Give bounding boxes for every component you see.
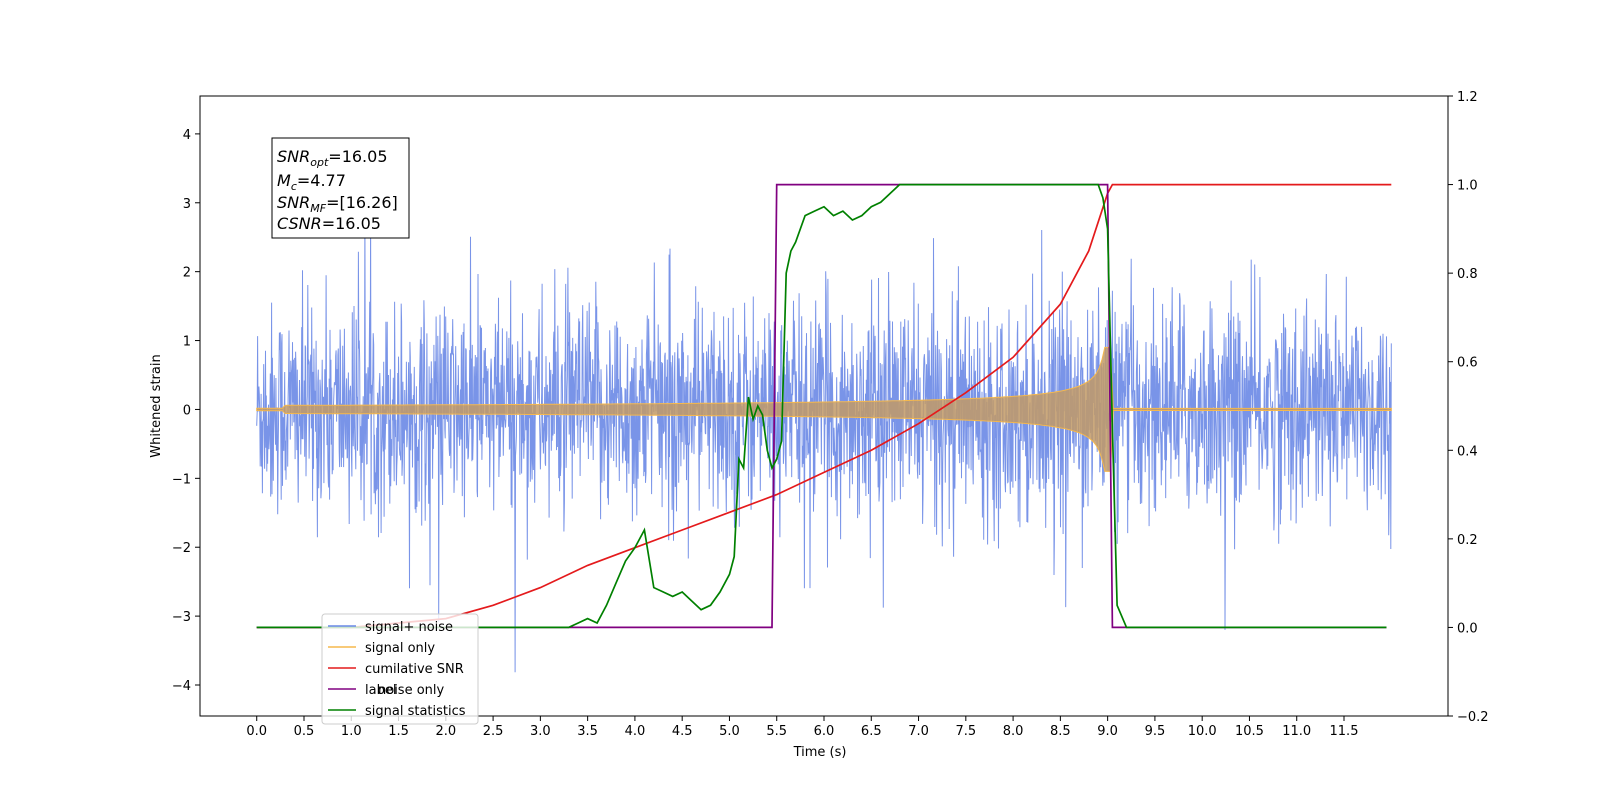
y2-tick-label: 0.2	[1457, 533, 1478, 548]
x-tick-label: 7.5	[955, 724, 976, 739]
legend-item: signal only	[328, 641, 435, 656]
x-tick-label: 8.0	[1003, 724, 1024, 739]
y-axis-label: Whitened strain	[149, 354, 164, 457]
x-tick-label: 3.5	[577, 724, 598, 739]
y2-tick-label: 1.2	[1457, 90, 1478, 105]
x-tick-label: 8.5	[1050, 724, 1071, 739]
y-tick-label: 0	[183, 403, 191, 418]
x-tick-label: 2.0	[435, 724, 456, 739]
legend-item: label	[328, 683, 396, 698]
series-area-signal-only	[256, 346, 1392, 472]
legend-label: cumilative SNR	[365, 662, 464, 677]
x-tick-label: 11.5	[1330, 724, 1359, 739]
series-line-cumulative-snr	[256, 183, 1392, 629]
x-tick-label: 6.0	[814, 724, 835, 739]
y2-tick-label: 0.4	[1457, 444, 1478, 459]
x-tick-label: 0.5	[294, 724, 315, 739]
y2-tick-label: 0.8	[1457, 267, 1478, 282]
x-tick-label: 10.5	[1235, 724, 1264, 739]
x-tick-label: 5.0	[719, 724, 740, 739]
annotation-box: SNRopt=16.05 Mc=4.77 SNRMF=[16.26] CSNR=…	[271, 137, 410, 239]
annotation-csnr: CSNR=16.05	[277, 214, 381, 233]
x-tick-label: 0.0	[246, 724, 267, 739]
y-tick-label: 2	[183, 266, 191, 281]
annotation-box-frame	[271, 137, 410, 239]
series-line-signal-statistics	[256, 183, 1387, 629]
data-layer	[256, 183, 1392, 673]
x-tick-label: 7.0	[908, 724, 929, 739]
x-tick-label: 9.0	[1097, 724, 1118, 739]
legend-label: signal only	[365, 641, 435, 656]
legend-label: label	[365, 683, 396, 698]
legend-label-faded: noise only	[378, 683, 445, 698]
x-tick-label: 10.0	[1188, 724, 1217, 739]
x-tick-label: 3.0	[530, 724, 551, 739]
x-tick-label: 4.5	[672, 724, 693, 739]
y2-tick-label: 0.6	[1457, 356, 1478, 371]
y-tick-label: 3	[183, 197, 191, 212]
y-tick-label: 1	[183, 335, 191, 350]
annotation-snr-opt: SNRopt=16.05	[277, 147, 388, 169]
x-tick-label: 1.5	[388, 724, 409, 739]
axis-layer: 0.0 0.5 1.0 1.5 2.0 2.5 3.0 3.5 4.0 4.5 5.0 5.5 6.0 6…	[172, 90, 1489, 739]
x-tick-label: 9.5	[1145, 724, 1166, 739]
legend-item: signal+ noise	[328, 620, 453, 635]
x-axis-label: Time (s)	[793, 745, 847, 760]
x-tick-label: 6.5	[861, 724, 882, 739]
legend-frame	[321, 613, 479, 725]
legend: signal+ noise signal only cumilative SNR…	[321, 613, 479, 725]
y2-tick-label: 1.0	[1457, 179, 1478, 194]
x-tick-label: 2.5	[483, 724, 504, 739]
x-tick-label: 5.5	[766, 724, 787, 739]
y-tick-label: −4	[172, 679, 191, 694]
annotation-mc: Mc=4.77	[277, 171, 346, 193]
y-tick-label: −3	[172, 610, 191, 625]
x-tick-label: 11.0	[1282, 724, 1311, 739]
x-tick-label: 1.0	[341, 724, 362, 739]
x-tick-label: 4.0	[625, 724, 646, 739]
y-tick-label: −2	[172, 541, 191, 556]
series-line-signal-noise	[256, 208, 1392, 673]
legend-label: signal+ noise	[365, 620, 453, 635]
legend-item: cumilative SNR	[328, 662, 464, 677]
y-tick-label: −1	[172, 472, 191, 487]
legend-label: signal statistics	[365, 704, 466, 719]
annotation-snr-mf: SNRMF=[16.26]	[277, 193, 398, 215]
legend-item: signal statistics	[328, 704, 466, 719]
y-tick-label: 4	[183, 128, 191, 143]
y2-tick-label: −0.2	[1457, 710, 1489, 725]
y2-tick-label: 0.0	[1457, 621, 1478, 636]
